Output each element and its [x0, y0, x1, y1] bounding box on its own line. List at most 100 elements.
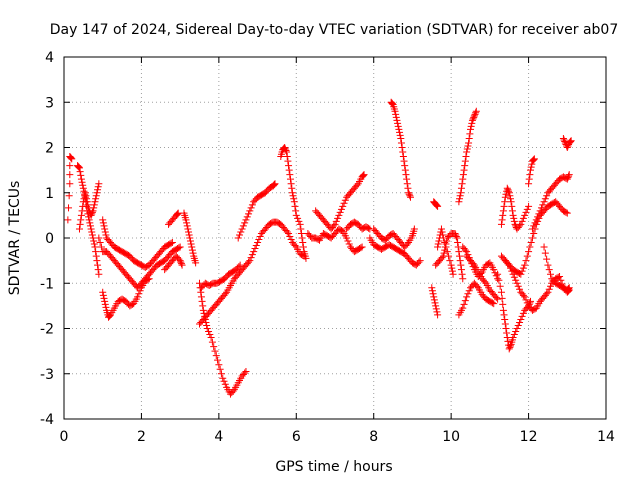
- data-point: [443, 237, 451, 245]
- data-point: [498, 294, 506, 302]
- data-point: [395, 125, 403, 133]
- data-point: [495, 276, 503, 284]
- data-point: [488, 299, 496, 307]
- data-point: [507, 342, 515, 350]
- y-tick-label: 0: [45, 231, 54, 247]
- data-series-arc22: [428, 284, 442, 319]
- data-point: [516, 285, 524, 293]
- data-point: [214, 356, 222, 364]
- data-point: [66, 180, 74, 188]
- data-point: [92, 192, 100, 200]
- data-point: [299, 243, 307, 251]
- data-point: [527, 239, 535, 247]
- data-series-arc3: [75, 180, 103, 233]
- data-point: [296, 220, 304, 228]
- data-point: [512, 276, 520, 284]
- data-point: [102, 303, 110, 311]
- data-point: [197, 293, 205, 301]
- data-point: [504, 337, 512, 345]
- data-point: [270, 180, 278, 188]
- data-point: [192, 259, 200, 267]
- data-point: [556, 272, 564, 280]
- data-point: [85, 216, 93, 224]
- data-point: [437, 225, 445, 233]
- data-point: [501, 198, 509, 206]
- data-point: [101, 228, 109, 236]
- data-point: [521, 293, 529, 301]
- data-point: [297, 229, 305, 237]
- data-point: [506, 343, 514, 351]
- data-point: [401, 166, 409, 174]
- data-series-arc26: [455, 279, 498, 319]
- data-point: [434, 311, 442, 319]
- data-point: [105, 312, 113, 320]
- data-point: [66, 162, 74, 170]
- data-series-arc33: [525, 155, 538, 188]
- data-point: [429, 290, 437, 298]
- data-point: [468, 260, 476, 268]
- data-point: [88, 210, 96, 218]
- data-point: [89, 207, 97, 215]
- data-point: [514, 321, 522, 329]
- data-point: [523, 299, 531, 307]
- data-point: [176, 257, 184, 265]
- data-point: [183, 222, 191, 230]
- data-point: [399, 153, 407, 161]
- data-point: [67, 154, 75, 162]
- data-point: [281, 144, 289, 151]
- data-point: [467, 257, 474, 265]
- data-point: [526, 171, 534, 179]
- data-point: [243, 213, 251, 221]
- data-point: [466, 130, 474, 138]
- data-point: [509, 270, 517, 278]
- data-point: [88, 231, 96, 239]
- data-point: [186, 237, 194, 245]
- data-point: [234, 234, 242, 242]
- data-point: [397, 139, 405, 147]
- data-series-arc1: [64, 153, 76, 224]
- data-point: [86, 219, 94, 227]
- data-point: [477, 269, 485, 277]
- data-point: [82, 192, 90, 200]
- y-axis-title: SDTVAR / TECUs: [7, 181, 23, 296]
- data-point: [334, 214, 342, 222]
- data-point: [401, 162, 409, 170]
- data-point: [95, 234, 103, 242]
- data-point: [530, 156, 538, 164]
- data-point: [434, 202, 442, 210]
- data-point: [463, 293, 471, 301]
- data-point: [404, 184, 412, 192]
- data-point: [472, 109, 480, 117]
- data-point: [337, 205, 345, 213]
- chart-title: Day 147 of 2024, Sidereal Day-to-day VTE…: [50, 22, 619, 38]
- data-series-arc36: [540, 243, 573, 294]
- data-point: [299, 239, 307, 247]
- data-points: [64, 98, 575, 398]
- data-point: [168, 239, 176, 247]
- data-point: [514, 282, 522, 290]
- data-point: [468, 119, 476, 127]
- data-point: [177, 260, 185, 268]
- data-point: [285, 166, 293, 174]
- x-tick-label: 4: [214, 429, 223, 445]
- data-point: [507, 264, 515, 272]
- data-series-arc12: [197, 261, 244, 292]
- data-point: [247, 204, 255, 212]
- data-point: [564, 142, 572, 150]
- data-point: [96, 239, 104, 247]
- data-point: [445, 252, 453, 260]
- data-point: [440, 249, 448, 257]
- data-point: [547, 270, 555, 278]
- data-point: [405, 190, 413, 198]
- data-point: [83, 195, 91, 203]
- data-point: [175, 244, 183, 252]
- data-point: [461, 297, 469, 305]
- data-point: [505, 187, 513, 195]
- data-point: [510, 273, 518, 281]
- data-point: [199, 306, 207, 314]
- data-point: [522, 257, 530, 265]
- data-point: [562, 208, 570, 216]
- data-point: [64, 216, 72, 224]
- data-point: [494, 270, 502, 278]
- data-point: [510, 214, 518, 222]
